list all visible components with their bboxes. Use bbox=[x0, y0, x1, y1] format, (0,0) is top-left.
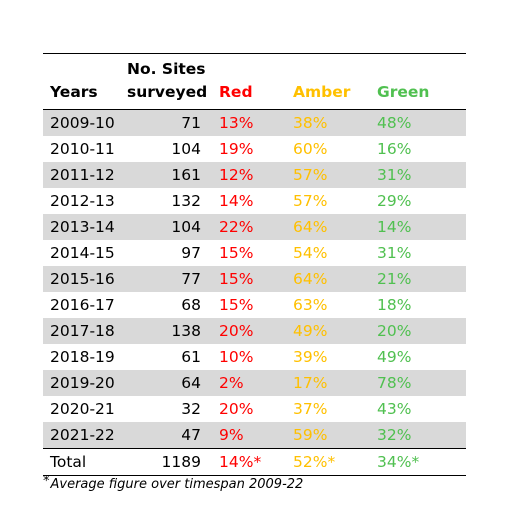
cell-sites: 32 bbox=[181, 400, 201, 418]
cell-green: 14% bbox=[377, 214, 466, 240]
cell-sites: 64 bbox=[127, 370, 209, 396]
cell-year: 2014-15 bbox=[50, 244, 115, 262]
cell-year: 2012-13 bbox=[50, 192, 115, 210]
cell-year: 2020-21 bbox=[50, 400, 115, 418]
cell-green: 32% bbox=[377, 422, 466, 449]
cell-amber: 64% bbox=[293, 266, 377, 292]
cell-sites: 47 bbox=[127, 422, 209, 449]
table-row: 2015-16 77 15% 64% 21% bbox=[43, 266, 466, 292]
footnote-marker: * bbox=[43, 474, 50, 489]
table-row: 2016-17 68 15% 63% 18% bbox=[43, 292, 466, 318]
cell-sites: 138 bbox=[127, 318, 209, 344]
table-row: 2011-12 161 12% 57% 31% bbox=[43, 162, 466, 188]
header-sites-surveyed: No. Sites surveyed bbox=[127, 54, 209, 110]
cell-amber: 63% bbox=[293, 296, 328, 314]
table-row: 2020-21 32 20% 37% 43% bbox=[43, 396, 466, 422]
cell-amber: 59% bbox=[293, 422, 377, 449]
cell-year: 2021-22 bbox=[43, 422, 127, 449]
cell-red: 9% bbox=[209, 422, 293, 449]
header-sites-line1: No. Sites bbox=[127, 60, 206, 78]
cell-year: 2017-18 bbox=[43, 318, 127, 344]
cell-sites: 104 bbox=[127, 214, 209, 240]
table-row: 2012-13 132 14% 57% 29% bbox=[43, 188, 466, 214]
cell-red: 12% bbox=[209, 162, 293, 188]
table-body: 2009-10 71 13% 38% 48% 2010-11 104 19% 60% 16% 201… bbox=[43, 109, 466, 476]
header-green: Green bbox=[377, 83, 430, 101]
table-row: 2013-14 104 22% 64% 14% bbox=[43, 214, 466, 240]
total-green: 34%* bbox=[377, 453, 420, 471]
cell-red: 2% bbox=[209, 370, 293, 396]
table-row: 2010-11 104 19% 60% 16% bbox=[43, 136, 466, 162]
cell-sites: 161 bbox=[127, 162, 209, 188]
cell-sites: 71 bbox=[127, 109, 209, 136]
total-row: Total 1189 14%* 52%* 34%* bbox=[43, 448, 466, 476]
results-table-container: Years No. Sites surveyed Red Amber Green… bbox=[43, 53, 466, 476]
cell-green: 20% bbox=[377, 318, 466, 344]
cell-green: 48% bbox=[377, 109, 466, 136]
table-row: 2021-22 47 9% 59% 32% bbox=[43, 422, 466, 449]
total-label: Total bbox=[50, 453, 87, 471]
cell-sites: 132 bbox=[171, 192, 201, 210]
header-red: Red bbox=[219, 83, 253, 101]
cell-sites: 77 bbox=[127, 266, 209, 292]
cell-red: 20% bbox=[209, 318, 293, 344]
cell-red: 22% bbox=[209, 214, 293, 240]
header-row: Years No. Sites surveyed Red Amber Green bbox=[43, 53, 466, 110]
cell-sites: 61 bbox=[181, 348, 201, 366]
cell-red: 14% bbox=[219, 192, 254, 210]
cell-red: 15% bbox=[219, 296, 254, 314]
cell-amber: 54% bbox=[293, 244, 328, 262]
cell-red: 15% bbox=[219, 244, 254, 262]
cell-amber: 60% bbox=[293, 140, 328, 158]
cell-year: 2015-16 bbox=[43, 266, 127, 292]
cell-sites: 97 bbox=[181, 244, 201, 262]
site-survey-table: Years No. Sites surveyed Red Amber Green… bbox=[43, 53, 466, 476]
cell-amber: 38% bbox=[293, 109, 377, 136]
cell-amber: 49% bbox=[293, 318, 377, 344]
cell-year: 2009-10 bbox=[43, 109, 127, 136]
cell-amber: 64% bbox=[293, 214, 377, 240]
cell-green: 78% bbox=[377, 370, 466, 396]
cell-green: 18% bbox=[377, 296, 412, 314]
cell-amber: 57% bbox=[293, 162, 377, 188]
cell-red: 19% bbox=[219, 140, 254, 158]
header-amber: Amber bbox=[293, 83, 351, 101]
table-row: 2009-10 71 13% 38% 48% bbox=[43, 109, 466, 136]
cell-year: 2013-14 bbox=[43, 214, 127, 240]
cell-red: 13% bbox=[209, 109, 293, 136]
cell-year: 2018-19 bbox=[50, 348, 115, 366]
cell-sites: 104 bbox=[171, 140, 201, 158]
cell-red: 10% bbox=[219, 348, 254, 366]
cell-red: 20% bbox=[219, 400, 254, 418]
table-row: 2014-15 97 15% 54% 31% bbox=[43, 240, 466, 266]
table-row: 2018-19 61 10% 39% 49% bbox=[43, 344, 466, 370]
cell-year: 2010-11 bbox=[50, 140, 115, 158]
table-row: 2017-18 138 20% 49% 20% bbox=[43, 318, 466, 344]
cell-green: 43% bbox=[377, 400, 412, 418]
table-row: 2019-20 64 2% 17% 78% bbox=[43, 370, 466, 396]
cell-amber: 17% bbox=[293, 370, 377, 396]
cell-year: 2011-12 bbox=[43, 162, 127, 188]
header-years: Years bbox=[50, 83, 98, 101]
header-sites-line2: surveyed bbox=[127, 83, 208, 101]
cell-year: 2016-17 bbox=[50, 296, 115, 314]
total-red: 14%* bbox=[219, 453, 262, 471]
cell-amber: 37% bbox=[293, 400, 328, 418]
cell-green: 21% bbox=[377, 266, 466, 292]
cell-green: 16% bbox=[377, 140, 412, 158]
cell-green: 49% bbox=[377, 348, 412, 366]
total-sites: 1189 bbox=[161, 453, 201, 471]
cell-green: 31% bbox=[377, 244, 412, 262]
cell-green: 31% bbox=[377, 162, 466, 188]
cell-amber: 57% bbox=[293, 192, 328, 210]
cell-year: 2019-20 bbox=[43, 370, 127, 396]
cell-sites: 68 bbox=[181, 296, 201, 314]
cell-green: 29% bbox=[377, 192, 412, 210]
total-amber: 52%* bbox=[293, 453, 336, 471]
footnote-text: Average figure over timespan 2009-22 bbox=[50, 477, 304, 492]
footnote: *Average figure over timespan 2009-22 bbox=[43, 474, 303, 492]
cell-red: 15% bbox=[209, 266, 293, 292]
cell-amber: 39% bbox=[293, 348, 328, 366]
